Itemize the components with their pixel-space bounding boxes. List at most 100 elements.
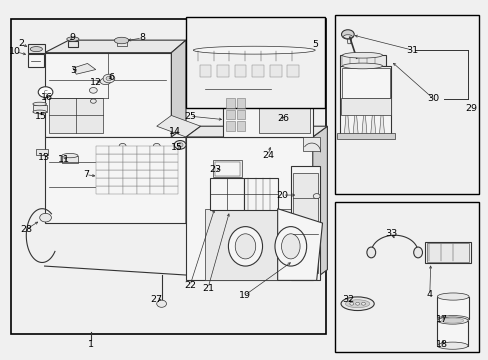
Bar xyxy=(150,178,163,186)
Ellipse shape xyxy=(62,153,78,158)
Ellipse shape xyxy=(436,316,468,323)
Text: 3: 3 xyxy=(70,66,76,75)
Polygon shape xyxy=(212,160,242,177)
Bar xyxy=(109,146,123,154)
Polygon shape xyxy=(361,116,366,134)
Bar xyxy=(225,110,234,119)
Circle shape xyxy=(119,143,126,148)
Text: 21: 21 xyxy=(202,284,213,293)
Ellipse shape xyxy=(441,318,463,323)
Bar xyxy=(123,154,137,162)
Bar xyxy=(236,121,245,131)
Bar xyxy=(109,162,123,170)
Text: 16: 16 xyxy=(41,93,53,102)
Bar xyxy=(123,170,137,178)
Bar xyxy=(117,40,127,46)
Polygon shape xyxy=(277,209,322,280)
Bar xyxy=(96,170,109,178)
Polygon shape xyxy=(346,37,351,44)
Circle shape xyxy=(153,161,160,166)
Text: 13: 13 xyxy=(38,153,50,162)
Text: 5: 5 xyxy=(311,40,318,49)
Bar xyxy=(137,186,150,194)
Polygon shape xyxy=(44,53,171,137)
Bar xyxy=(96,186,109,194)
Bar xyxy=(137,178,150,186)
Text: 14: 14 xyxy=(169,127,181,136)
Polygon shape xyxy=(336,133,394,139)
Bar xyxy=(225,121,234,131)
Bar xyxy=(137,154,150,162)
Bar xyxy=(123,146,137,154)
Polygon shape xyxy=(303,137,320,151)
Polygon shape xyxy=(204,80,271,98)
Ellipse shape xyxy=(413,247,422,258)
Circle shape xyxy=(106,76,112,81)
Ellipse shape xyxy=(436,293,468,300)
Bar xyxy=(96,154,109,162)
Bar xyxy=(163,186,177,194)
Polygon shape xyxy=(339,66,390,137)
Bar xyxy=(96,162,109,170)
Polygon shape xyxy=(244,178,277,211)
Text: 32: 32 xyxy=(341,294,353,303)
Polygon shape xyxy=(171,40,185,137)
Polygon shape xyxy=(436,320,467,346)
Ellipse shape xyxy=(274,226,306,266)
Bar xyxy=(225,98,234,108)
Polygon shape xyxy=(352,116,357,134)
Polygon shape xyxy=(193,50,315,62)
Bar xyxy=(96,146,109,154)
Bar xyxy=(96,178,109,186)
Text: 27: 27 xyxy=(150,294,163,303)
Text: 28: 28 xyxy=(20,225,32,234)
Bar xyxy=(123,178,137,186)
Bar xyxy=(252,65,264,77)
Ellipse shape xyxy=(343,35,351,39)
Bar xyxy=(199,65,211,77)
Polygon shape xyxy=(344,116,348,134)
Bar xyxy=(287,65,299,77)
Polygon shape xyxy=(73,63,96,74)
Bar xyxy=(217,65,228,77)
Polygon shape xyxy=(290,166,320,280)
Polygon shape xyxy=(293,173,317,273)
Polygon shape xyxy=(215,162,239,176)
Polygon shape xyxy=(195,62,312,80)
Text: 7: 7 xyxy=(83,170,89,179)
Polygon shape xyxy=(222,87,312,137)
Polygon shape xyxy=(33,105,46,112)
Circle shape xyxy=(341,30,353,39)
Text: 15: 15 xyxy=(171,143,183,152)
Polygon shape xyxy=(185,126,200,223)
Polygon shape xyxy=(185,126,327,137)
Bar xyxy=(150,162,163,170)
Bar xyxy=(334,202,478,352)
Bar xyxy=(163,154,177,162)
Text: 33: 33 xyxy=(385,229,397,238)
Bar xyxy=(109,170,123,178)
Bar xyxy=(163,162,177,170)
Text: 29: 29 xyxy=(465,104,477,113)
Text: 22: 22 xyxy=(183,281,196,290)
Bar xyxy=(163,170,177,178)
Ellipse shape xyxy=(228,226,262,266)
Polygon shape xyxy=(61,156,78,163)
Bar xyxy=(109,154,123,162)
Text: 10: 10 xyxy=(9,47,21,56)
Bar xyxy=(137,170,150,178)
Text: C: C xyxy=(43,90,47,95)
Ellipse shape xyxy=(281,234,300,259)
Circle shape xyxy=(174,140,185,149)
Text: 24: 24 xyxy=(262,151,273,160)
Text: 8: 8 xyxy=(139,33,145,42)
Polygon shape xyxy=(427,243,468,262)
Circle shape xyxy=(361,302,365,305)
Text: 11: 11 xyxy=(58,156,70,165)
Bar xyxy=(234,65,246,77)
Circle shape xyxy=(355,302,359,305)
Bar xyxy=(236,110,245,119)
Bar xyxy=(11,19,325,334)
Circle shape xyxy=(313,194,320,199)
Polygon shape xyxy=(312,126,327,280)
